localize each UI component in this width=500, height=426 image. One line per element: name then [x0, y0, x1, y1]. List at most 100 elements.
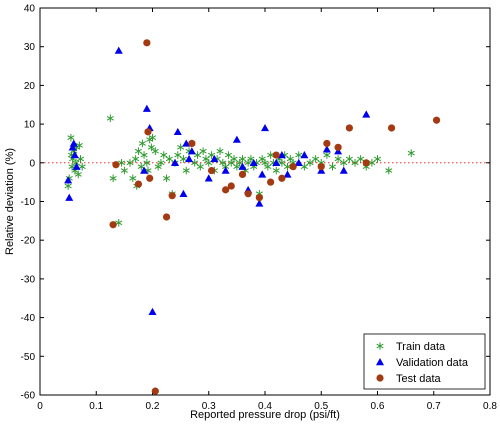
train-data-point — [182, 166, 190, 175]
test-data-point — [323, 139, 331, 148]
x-tick-label: 0.8 — [483, 401, 497, 412]
validation-data-point — [283, 170, 292, 178]
legend-marker-validation-data — [376, 358, 384, 366]
test-data-point — [146, 174, 154, 182]
test-data-point — [144, 128, 152, 136]
train-data-point — [238, 155, 247, 163]
y-tick-label: 0 — [29, 158, 35, 169]
train-data-point — [129, 174, 137, 183]
validation-data-point — [140, 166, 149, 174]
x-axis-label: Reported pressure drop (psi/ft) — [190, 409, 340, 421]
validation-data-point — [173, 127, 182, 136]
train-data-point — [345, 155, 353, 163]
train-data-point — [148, 133, 157, 142]
test-data-point — [432, 116, 441, 124]
test-data-point — [238, 170, 247, 179]
validation-data-point — [187, 147, 196, 155]
test-data-point — [244, 190, 252, 198]
train-data-point — [126, 159, 134, 167]
train-data-point — [323, 151, 331, 159]
train-data-point — [312, 155, 320, 163]
train-data-point — [132, 155, 140, 163]
y-axis-label: Relative deviation (%) — [4, 148, 16, 255]
train-data-point — [283, 162, 292, 171]
validation-data-point — [255, 199, 264, 207]
legend: Train data Validation data Test data — [363, 333, 486, 390]
y-tick-label: -40 — [21, 313, 36, 324]
y-tick-label: 20 — [24, 81, 36, 92]
validation-data-point — [72, 162, 81, 170]
train-data-point — [140, 151, 148, 159]
test-data-point — [162, 213, 171, 221]
validation-data-point — [69, 139, 78, 147]
validation-data-point — [179, 189, 188, 197]
validation-data-point — [64, 176, 73, 184]
y-tick-label: -20 — [21, 236, 36, 247]
validation-data-point — [171, 158, 179, 166]
train-data-point — [163, 174, 171, 183]
train-data-point — [264, 162, 272, 171]
test-data-point — [317, 163, 325, 171]
test-data-point — [387, 124, 396, 132]
x-tick-label: 0.1 — [89, 401, 103, 412]
train-data-point — [278, 159, 286, 167]
test-data-point — [109, 221, 117, 229]
validation-data-point — [300, 151, 309, 159]
train-data-point — [196, 162, 204, 171]
test-data-point — [112, 161, 120, 169]
validation-data-point — [148, 307, 157, 315]
train-data-point — [74, 170, 82, 179]
test-data-series — [109, 39, 441, 395]
y-tick-label: -30 — [21, 274, 36, 285]
validation-data-point — [221, 166, 230, 174]
x-tick-label: 0.5 — [314, 401, 328, 412]
legend-label-validation-data: Validation data — [396, 357, 469, 369]
train-data-point — [109, 174, 117, 183]
train-data-point — [295, 151, 303, 159]
train-data-point — [165, 155, 173, 163]
validation-data-point — [249, 158, 258, 166]
train-data-point — [157, 159, 165, 167]
validation-data-point — [261, 123, 269, 132]
validation-data-point — [65, 193, 74, 201]
x-tick-label: 0.6 — [371, 401, 385, 412]
data-points — [64, 39, 441, 395]
train-data-point — [78, 162, 86, 171]
x-tick-label: 0.2 — [146, 401, 160, 412]
train-data-point — [373, 155, 382, 163]
train-data-point — [351, 159, 359, 167]
test-data-point — [151, 387, 159, 395]
train-data-point — [120, 166, 128, 175]
train-data-point — [216, 147, 224, 155]
y-tick-label: 10 — [24, 120, 36, 131]
validation-data-point — [185, 154, 194, 163]
y-tick-label: 30 — [24, 42, 36, 53]
validation-data-point — [204, 174, 213, 182]
validation-data-point — [258, 170, 267, 178]
validation-data-point — [70, 151, 79, 159]
validation-data-point — [232, 135, 241, 143]
train-data-point — [106, 114, 114, 123]
train-data-point — [340, 159, 348, 167]
train-data-point — [306, 159, 314, 167]
train-data-point — [151, 147, 159, 155]
y-tick-label: -10 — [21, 197, 36, 208]
train-data-point — [407, 149, 415, 157]
y-tick-label: -60 — [21, 391, 36, 402]
test-data-point — [272, 151, 280, 159]
validation-data-point — [182, 139, 191, 147]
train-data-point — [174, 151, 182, 159]
legend-label-test-data: Test data — [396, 373, 442, 385]
train-data-point — [368, 159, 376, 167]
train-data-point — [147, 143, 155, 152]
validation-data-point — [277, 151, 286, 159]
y-tick-label: 40 — [24, 4, 36, 15]
test-data-point — [289, 163, 297, 171]
train-data-point — [199, 147, 207, 155]
test-data-point — [362, 159, 370, 167]
validation-data-point — [322, 145, 331, 153]
test-data-point — [207, 166, 216, 175]
test-data-point — [188, 139, 196, 148]
validation-data-point — [339, 166, 348, 174]
test-data-point — [255, 194, 263, 202]
